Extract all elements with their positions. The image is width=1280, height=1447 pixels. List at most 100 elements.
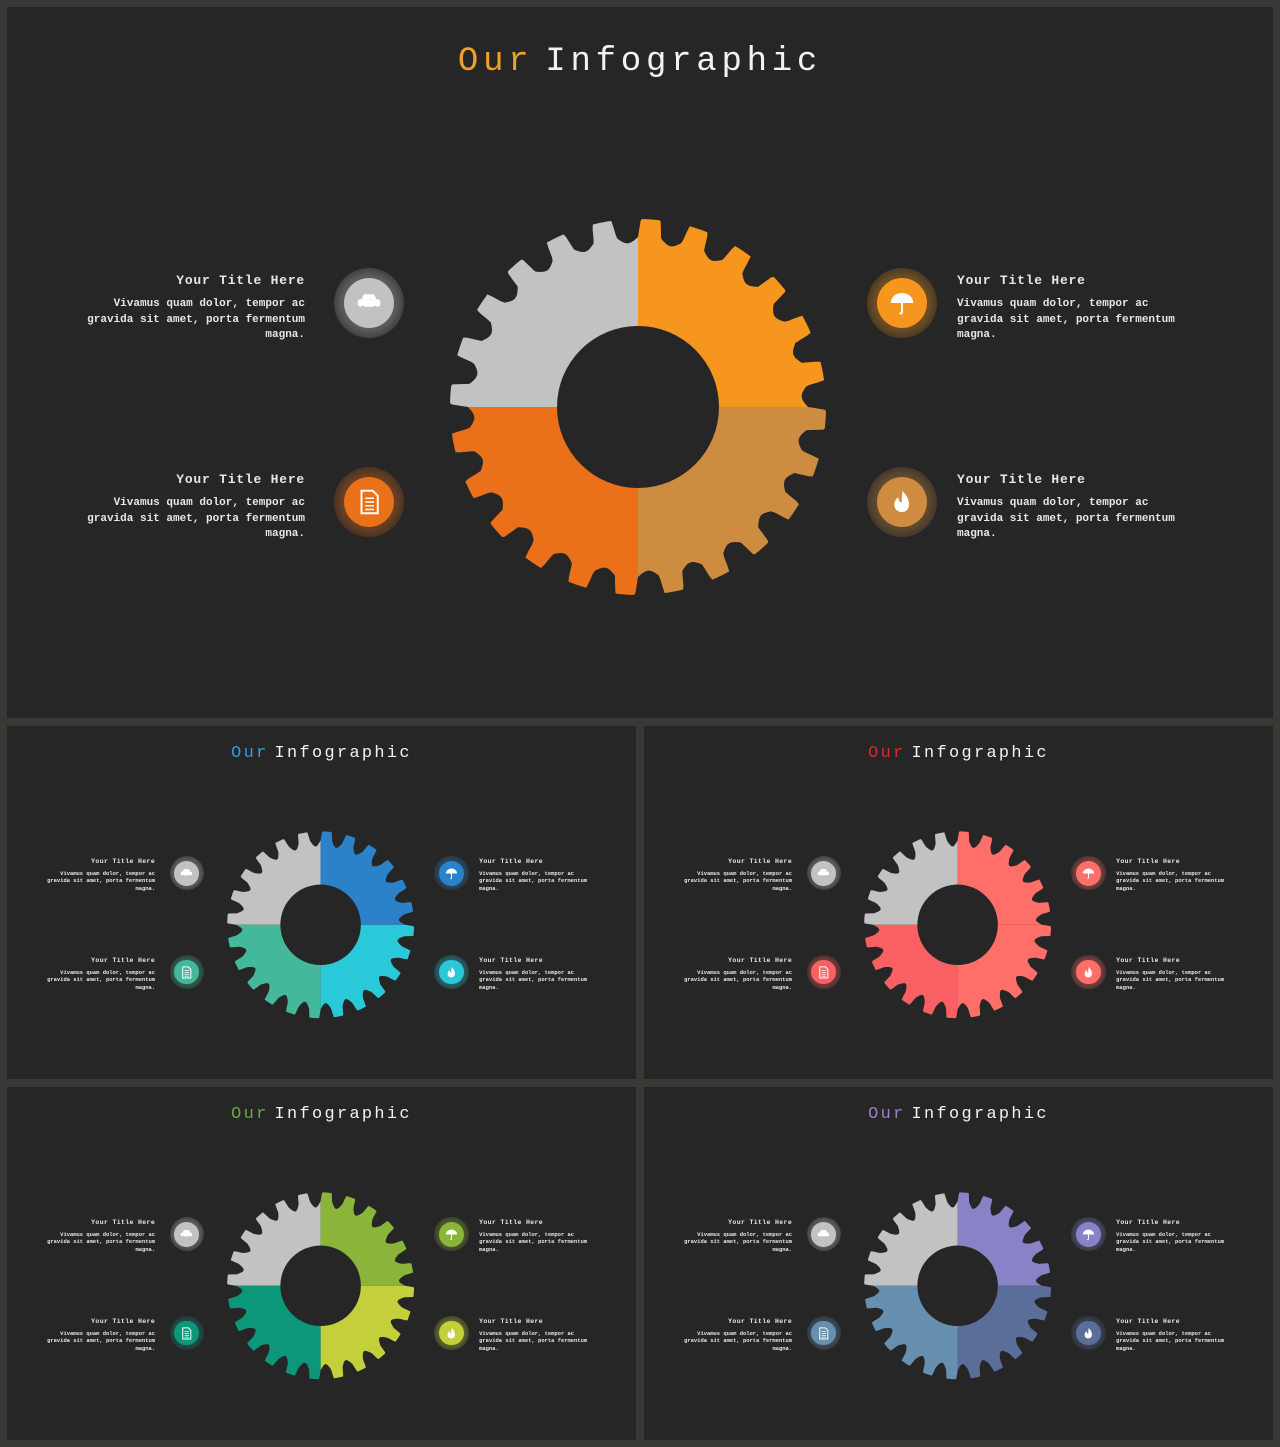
icon-badge xyxy=(334,467,404,537)
text-block: Your Title Here Vivamus quam dolor, tempo… xyxy=(1116,1219,1230,1254)
slide-thumbnail: Our Infographic Your Title Here Vivamus qua… xyxy=(644,1087,1273,1440)
text-block: Your Title Here Vivamus quam dolor, tempo… xyxy=(1116,858,1230,893)
text-block: Your Title Here Vivamus quam dolor, tempo… xyxy=(479,1318,593,1353)
text-block: Your Title Here Vivamus quam dolor, tempo… xyxy=(1116,1318,1230,1353)
text-block: Your Title Here Vivamus quam dolor, tempo… xyxy=(678,1219,792,1254)
block-body: Vivamus quam dolor, tempor ac gravida si… xyxy=(684,869,793,893)
icon-badge xyxy=(1071,855,1107,891)
text-block: Your Title Here Vivamus quam dolor, tempo… xyxy=(1116,957,1230,992)
block-body: Vivamus quam dolor, tempor ac gravida si… xyxy=(479,1329,588,1352)
block-title: Your Title Here xyxy=(479,1219,544,1227)
title-accent-word: Our xyxy=(231,1104,269,1124)
icon-badge xyxy=(169,954,205,990)
gear-center-hole xyxy=(280,884,361,966)
gear-diagram xyxy=(450,219,826,595)
block-title: Your Title Here xyxy=(91,1318,156,1326)
text-block: Your Title Here Vivamus quam dolor, tempo… xyxy=(678,858,792,893)
text-block: Your Title Here Vivamus quam dolor, tempo… xyxy=(41,1219,155,1254)
flame-icon xyxy=(447,1327,456,1338)
icon-badge xyxy=(867,467,937,537)
icon-badge xyxy=(806,1216,842,1252)
icon-badge xyxy=(1071,954,1107,990)
icon-badge xyxy=(1071,1216,1107,1252)
umbrella-icon xyxy=(446,1229,458,1240)
text-block: Your Title Here Vivamus quam dolor, tempo… xyxy=(41,858,155,893)
title-accent-word: Our xyxy=(868,743,906,763)
icon-badge xyxy=(169,1216,205,1252)
title-main-word: Infographic xyxy=(274,1104,412,1124)
gear-center-hole xyxy=(557,326,719,488)
slide-title: Our Infographic xyxy=(7,1105,636,1124)
gear-diagram xyxy=(864,831,1052,1019)
gear-center-hole xyxy=(917,1245,998,1327)
icon-badge xyxy=(434,1315,470,1351)
title-main-word: Infographic xyxy=(274,743,412,763)
car-icon xyxy=(818,1229,830,1238)
block-title: Your Title Here xyxy=(479,957,544,965)
car-icon xyxy=(818,868,830,877)
block-title: Your Title Here xyxy=(91,957,156,965)
title-main-word: Infographic xyxy=(545,43,823,81)
block-body: Vivamus quam dolor, tempor ac gravida si… xyxy=(47,1230,156,1254)
slide-main: Our Infographic Your Title Here Vivamus qua… xyxy=(7,7,1273,718)
text-block: Your Title Here Vivamus quam dolor, tempo… xyxy=(479,1219,593,1254)
block-title: Your Title Here xyxy=(728,858,793,866)
text-block: Your Title Here Vivamus quam dolor, tempo… xyxy=(75,273,305,344)
block-body: Vivamus quam dolor, tempor ac gravida si… xyxy=(479,869,588,893)
document-icon xyxy=(819,965,829,979)
block-title: Your Title Here xyxy=(1116,1219,1181,1227)
umbrella-icon xyxy=(446,868,458,879)
slide-title: Our Infographic xyxy=(7,744,636,763)
flame-icon xyxy=(447,966,456,977)
umbrella-icon xyxy=(1083,868,1095,879)
umbrella-icon xyxy=(1083,1229,1095,1240)
block-body: Vivamus quam dolor, tempor ac gravida si… xyxy=(47,1329,156,1352)
block-body: Vivamus quam dolor, tempor ac gravida si… xyxy=(479,1230,588,1254)
block-title: Your Title Here xyxy=(176,273,305,288)
block-title: Your Title Here xyxy=(91,858,156,866)
umbrella-icon xyxy=(890,293,914,315)
gear-diagram xyxy=(227,831,415,1019)
text-block: Your Title Here Vivamus quam dolor, tempo… xyxy=(957,472,1187,543)
gear-center-hole xyxy=(280,1245,361,1327)
block-title: Your Title Here xyxy=(479,858,544,866)
document-icon xyxy=(182,965,192,979)
document-icon xyxy=(360,489,379,515)
gear-center-hole xyxy=(917,884,998,966)
icon-badge xyxy=(334,268,404,338)
block-title: Your Title Here xyxy=(479,1318,544,1326)
block-body: Vivamus quam dolor, tempor ac gravida si… xyxy=(479,968,588,991)
title-accent-word: Our xyxy=(868,1104,906,1124)
car-icon xyxy=(357,294,381,311)
block-body: Vivamus quam dolor, tempor ac gravida si… xyxy=(957,497,1175,540)
text-block: Your Title Here Vivamus quam dolor, tempo… xyxy=(479,957,593,992)
block-body: Vivamus quam dolor, tempor ac gravida si… xyxy=(87,298,305,341)
icon-badge xyxy=(434,1216,470,1252)
block-title: Your Title Here xyxy=(1116,957,1181,965)
block-body: Vivamus quam dolor, tempor ac gravida si… xyxy=(684,1329,793,1352)
block-title: Your Title Here xyxy=(176,472,305,487)
icon-badge xyxy=(434,954,470,990)
slide-thumbnail: Our Infographic Your Title Here Vivamus qua… xyxy=(7,726,636,1079)
block-title: Your Title Here xyxy=(957,472,1086,487)
block-body: Vivamus quam dolor, tempor ac gravida si… xyxy=(47,869,156,893)
block-title: Your Title Here xyxy=(91,1219,156,1227)
document-icon xyxy=(819,1326,829,1340)
title-main-word: Infographic xyxy=(911,743,1049,763)
title-accent-word: Our xyxy=(457,43,534,81)
icon-badge xyxy=(867,268,937,338)
text-block: Your Title Here Vivamus quam dolor, tempo… xyxy=(678,957,792,992)
slide-thumbnail: Our Infographic Your Title Here Vivamus qua… xyxy=(7,1087,636,1440)
icon-badge xyxy=(169,1315,205,1351)
block-body: Vivamus quam dolor, tempor ac gravida si… xyxy=(684,1230,793,1254)
block-body: Vivamus quam dolor, tempor ac gravida si… xyxy=(1116,968,1225,991)
title-main-word: Infographic xyxy=(911,1104,1049,1124)
text-block: Your Title Here Vivamus quam dolor, tempo… xyxy=(75,472,305,543)
block-title: Your Title Here xyxy=(728,1318,793,1326)
block-title: Your Title Here xyxy=(728,957,793,965)
icon-badge xyxy=(806,1315,842,1351)
car-icon xyxy=(181,1229,193,1238)
slide-title: Our Infographic xyxy=(644,1105,1273,1124)
block-body: Vivamus quam dolor, tempor ac gravida si… xyxy=(1116,869,1225,893)
block-title: Your Title Here xyxy=(1116,1318,1181,1326)
